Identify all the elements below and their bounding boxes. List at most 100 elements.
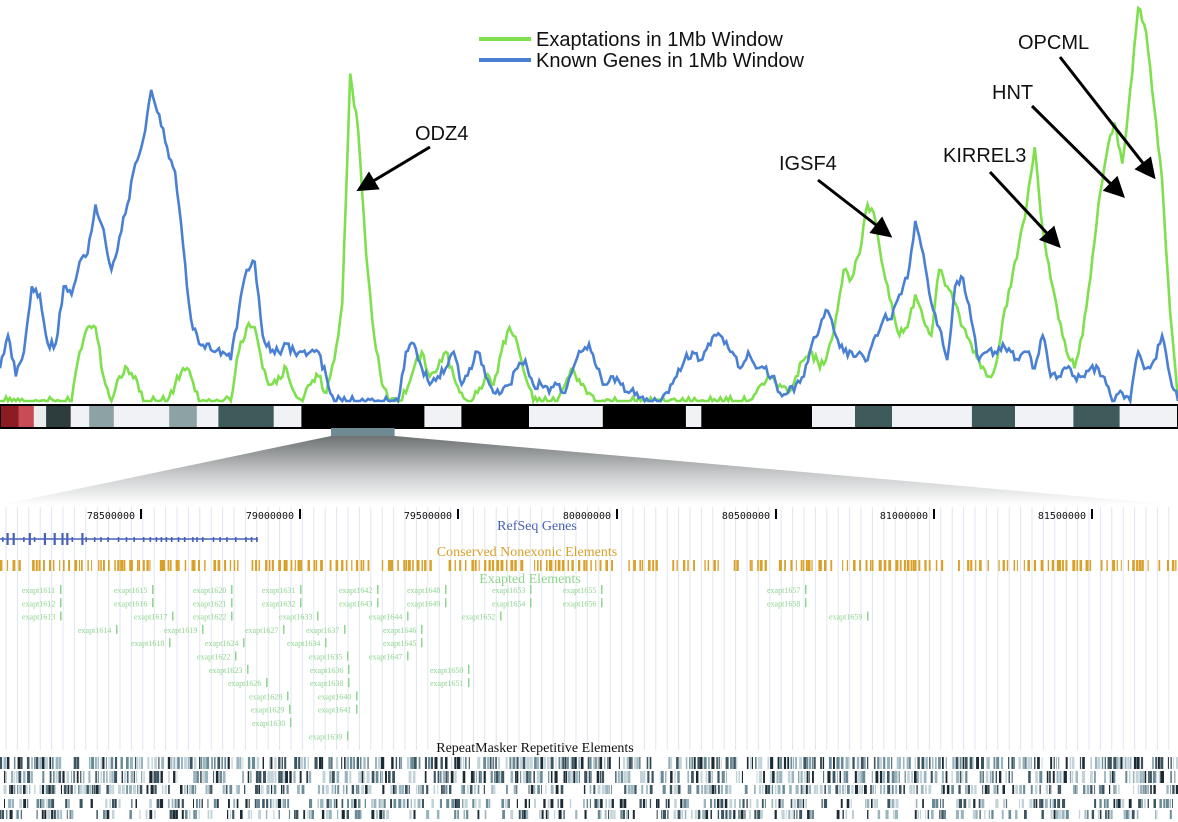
- repeat-element: [1125, 810, 1129, 819]
- conserved-element: [561, 560, 565, 571]
- repeat-element: [639, 799, 642, 808]
- repeat-element: [1147, 799, 1149, 808]
- repeat-element: [800, 785, 802, 794]
- repeat-element: [1049, 799, 1051, 808]
- repeat-element: [36, 799, 40, 808]
- repeat-element: [1051, 799, 1054, 808]
- conserved-element: [1040, 560, 1044, 571]
- conserved-element: [500, 560, 504, 571]
- conserved-element: [1132, 560, 1135, 571]
- repeat-element: [911, 771, 913, 783]
- repeat-element: [533, 785, 536, 794]
- conserved-element: [522, 560, 524, 571]
- repeat-element: [758, 785, 761, 794]
- repeat-element: [88, 757, 91, 769]
- repeat-element: [720, 757, 722, 769]
- repeat-element: [437, 771, 440, 783]
- repeat-element: [516, 771, 519, 783]
- repeat-element: [1115, 799, 1118, 808]
- repeat-element: [1109, 771, 1111, 783]
- repeat-element: [583, 785, 586, 794]
- repeat-element: [196, 799, 198, 808]
- repeat-element: [1065, 810, 1069, 819]
- conserved-elements-track: [0, 560, 1177, 571]
- repeat-element: [1055, 810, 1059, 819]
- repeat-element: [258, 810, 261, 819]
- repeat-element: [1114, 785, 1117, 794]
- repeat-element: [361, 810, 363, 819]
- conserved-element: [1138, 560, 1142, 571]
- conserved-element: [1002, 560, 1005, 571]
- repeat-element: [164, 785, 167, 794]
- exapted-element-mark: [421, 624, 423, 634]
- repeat-element: [571, 771, 573, 783]
- repeat-element: [294, 757, 298, 769]
- repeat-element: [683, 799, 687, 808]
- repeat-element: [353, 799, 357, 808]
- repeat-element: [989, 771, 992, 783]
- repeat-element: [915, 799, 918, 808]
- conserved-element: [1027, 560, 1030, 571]
- repeat-element: [228, 799, 230, 808]
- repeat-element: [867, 810, 869, 819]
- repeat-element: [333, 799, 336, 808]
- repeat-element: [567, 771, 571, 783]
- conserved-element: [784, 560, 786, 571]
- conserved-element: [448, 560, 452, 571]
- repeat-element: [426, 810, 430, 819]
- repeat-element: [716, 757, 718, 769]
- repeat-element: [1110, 810, 1113, 819]
- repeat-element: [173, 771, 176, 783]
- repeat-element: [761, 785, 764, 794]
- repeat-element: [1129, 757, 1132, 769]
- conserved-element: [491, 560, 495, 571]
- conserved-element: [1158, 560, 1161, 571]
- repeat-element: [55, 757, 59, 769]
- repeat-element: [1078, 810, 1081, 819]
- repeat-element: [80, 771, 82, 783]
- repeat-element: [694, 810, 697, 819]
- repeat-element: [413, 810, 416, 819]
- conserved-element: [38, 560, 41, 571]
- conserved-element: [820, 560, 822, 571]
- repeat-element: [336, 799, 338, 808]
- repeat-element: [791, 771, 795, 783]
- repeat-element: [394, 785, 397, 794]
- conserved-element: [628, 560, 630, 571]
- repeat-element: [539, 810, 541, 819]
- repeat-element: [820, 757, 822, 769]
- repeat-element: [563, 771, 566, 783]
- repeat-element: [215, 771, 219, 783]
- exapted-element-label: exapt1652: [462, 613, 495, 622]
- repeat-element: [852, 810, 854, 819]
- repeat-element: [640, 771, 644, 783]
- repeat-element: [317, 785, 321, 794]
- repeat-element: [746, 757, 749, 769]
- repeat-element: [1056, 757, 1057, 769]
- conserved-element: [390, 560, 394, 571]
- repeat-element: [1029, 799, 1033, 808]
- repeat-element: [793, 799, 797, 808]
- conserved-element: [717, 560, 719, 571]
- conserved-element: [381, 560, 384, 571]
- repeat-element: [284, 799, 286, 808]
- conserved-element: [583, 560, 586, 571]
- repeat-element: [1131, 810, 1135, 819]
- repeat-element: [282, 785, 285, 794]
- repeat-element: [153, 771, 157, 783]
- repeat-element: [821, 799, 823, 808]
- repeat-element: [1127, 757, 1130, 769]
- repeat-element: [6, 810, 8, 819]
- repeat-element: [322, 771, 326, 783]
- conserved-element: [407, 560, 411, 571]
- repeat-element: [696, 785, 700, 794]
- gene-exon: [71, 537, 74, 542]
- repeat-element: [528, 785, 530, 794]
- repeat-element: [247, 810, 251, 819]
- repeat-element: [809, 757, 811, 769]
- repeat-element: [699, 757, 703, 769]
- repeat-element: [1176, 757, 1178, 769]
- annotation-kirrel3-arrow: [988, 170, 1061, 249]
- conserved-element: [169, 560, 172, 571]
- repeat-element: [41, 785, 45, 794]
